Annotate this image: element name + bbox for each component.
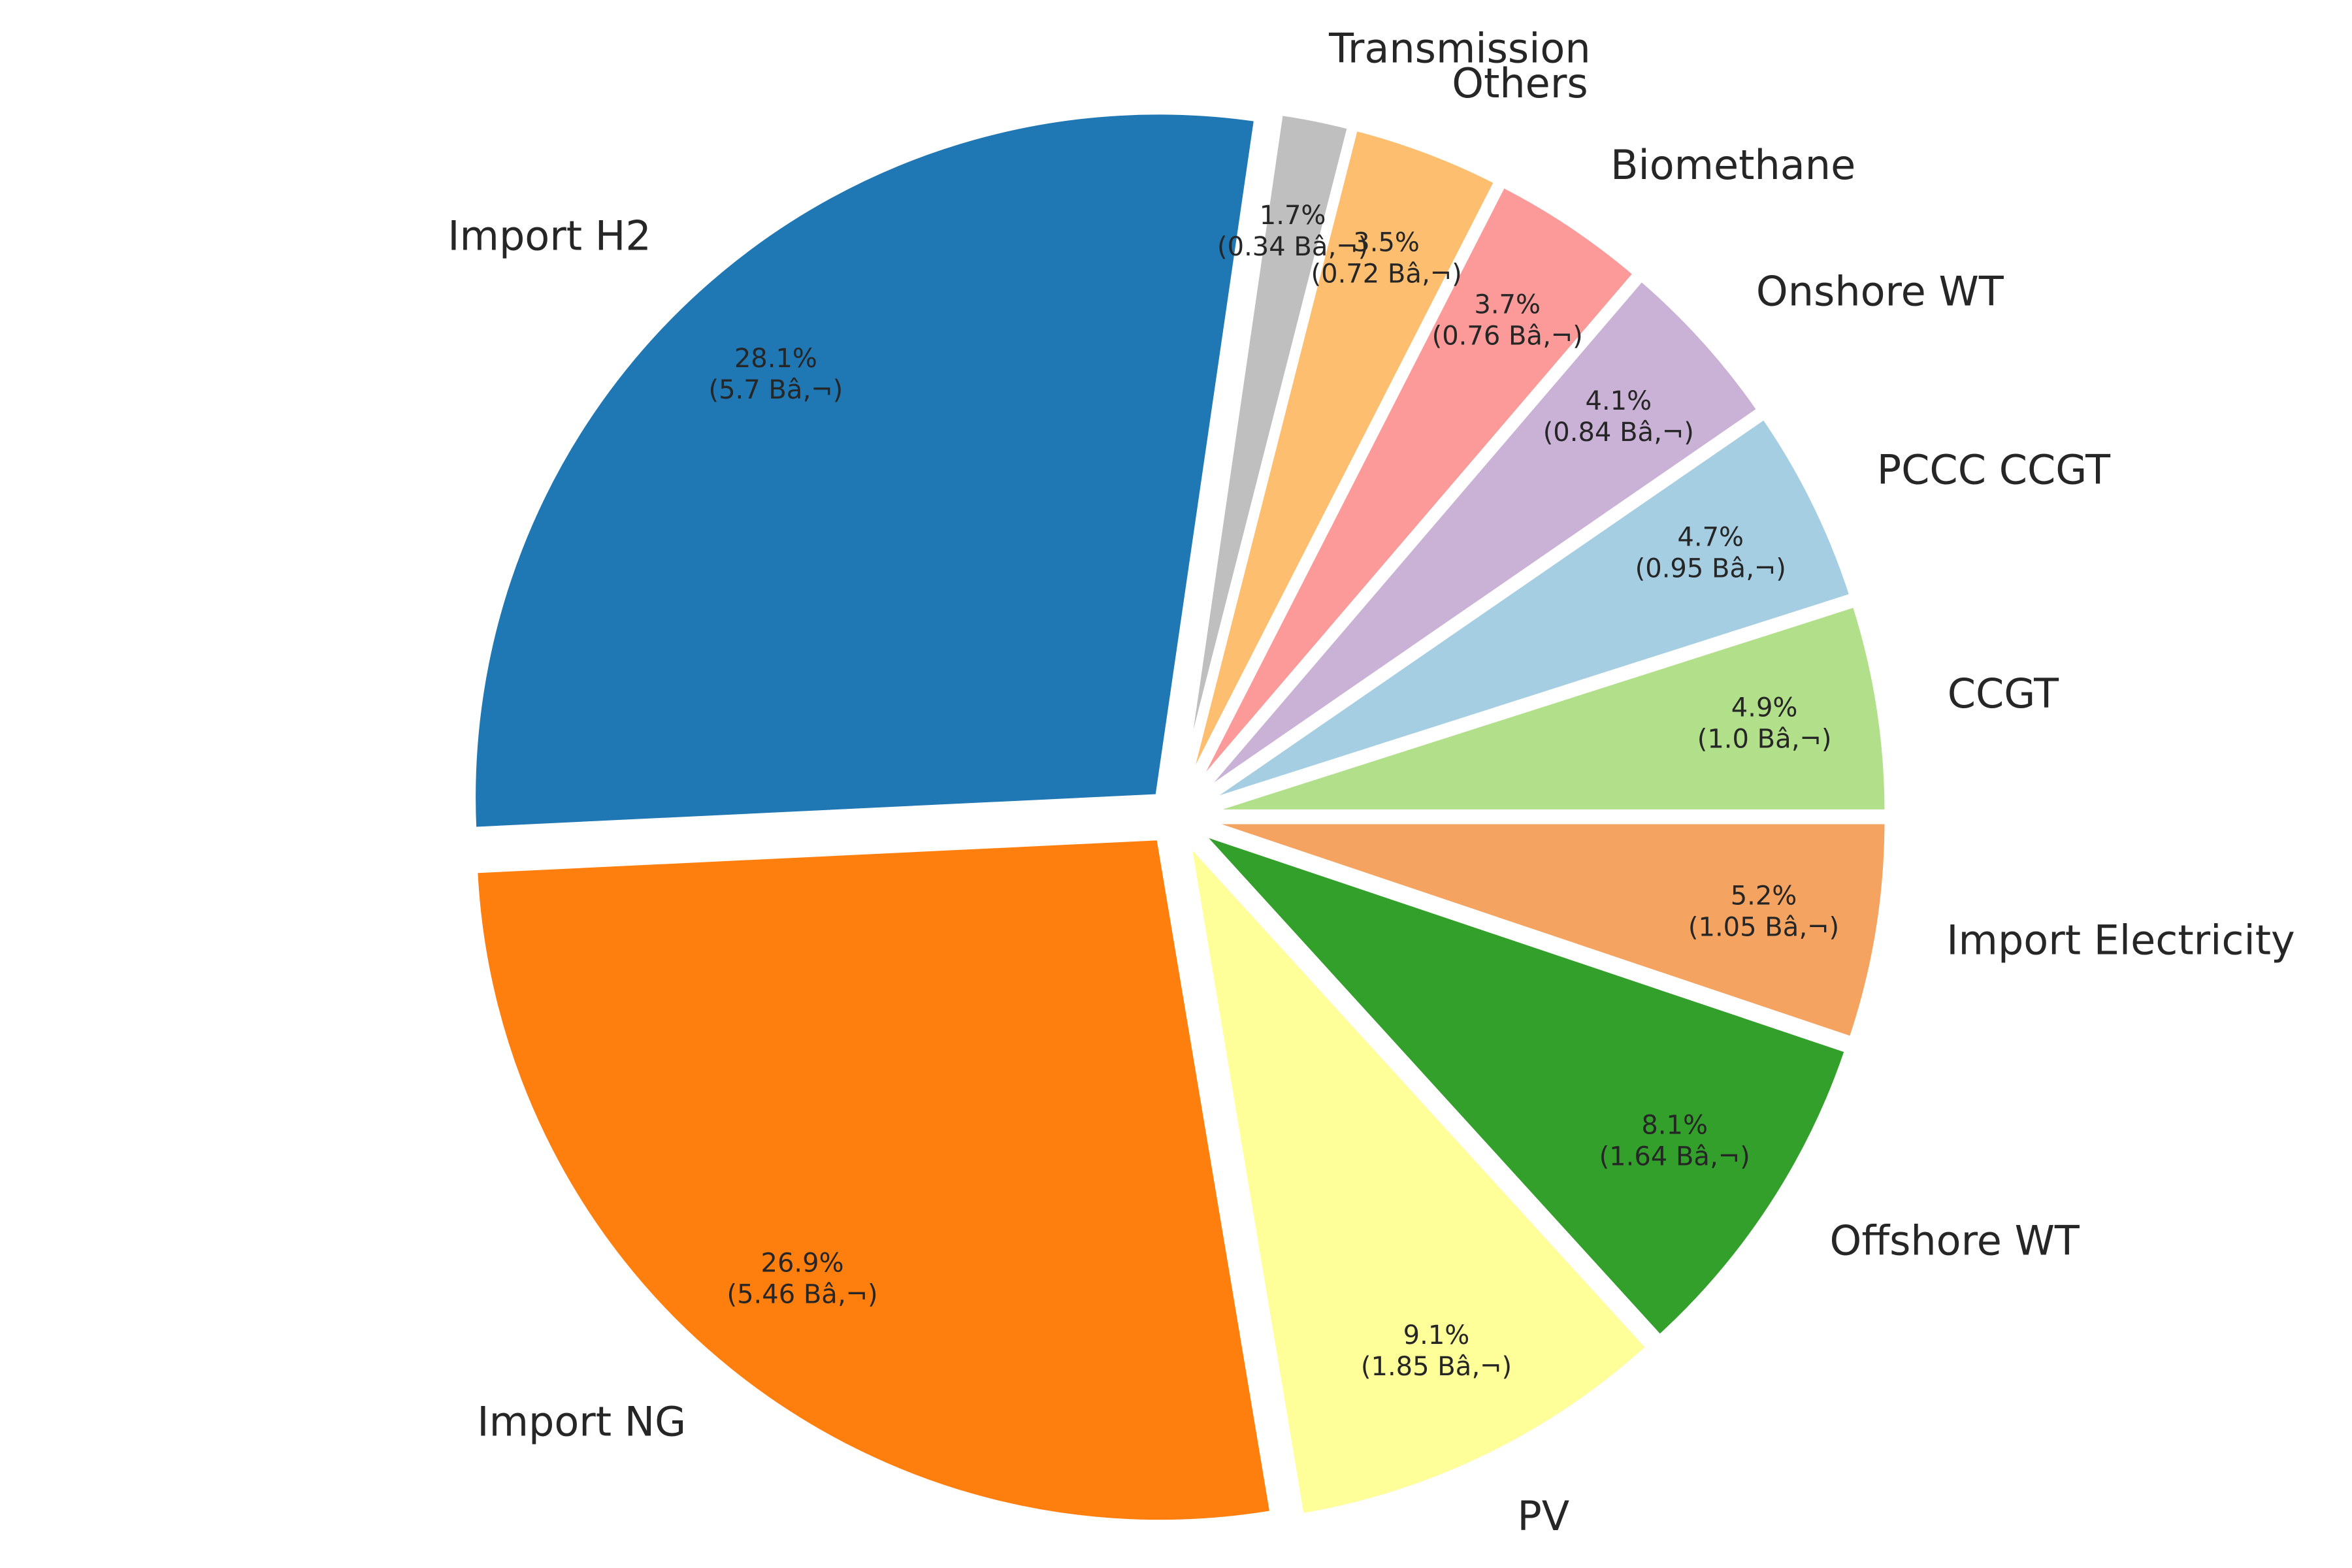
pie-slice-pccc-ccgt bbox=[1196, 412, 1857, 809]
pie-slices bbox=[469, 108, 1891, 1527]
slice-value-ccgt: (1.0 Bâ‚¬) bbox=[1697, 725, 1832, 755]
slice-percent-import-electricity: 5.2% bbox=[1731, 881, 1797, 911]
slice-percent-pv: 9.1% bbox=[1403, 1320, 1470, 1350]
pie-slice-transmission bbox=[1177, 108, 1354, 794]
slice-percent-onshore-wt: 4.1% bbox=[1585, 386, 1652, 416]
slice-percent-transmission: 1.7% bbox=[1260, 201, 1326, 231]
slice-percent-import-ng: 26.9% bbox=[761, 1249, 844, 1279]
slice-value-import-electricity: (1.05 Bâ‚¬) bbox=[1688, 912, 1839, 942]
slice-percent-biomethane: 3.7% bbox=[1474, 290, 1541, 320]
pie-slice-ccgt bbox=[1198, 600, 1891, 816]
slice-value-transmission: (0.34 Bâ‚¬) bbox=[1217, 232, 1368, 262]
slice-label-transmission: Transmission bbox=[1328, 24, 1591, 72]
slice-label-pccc-ccgt: PCCC CCGT bbox=[1877, 446, 2111, 494]
slice-value-offshore-wt: (1.64 Bâ‚¬) bbox=[1599, 1141, 1750, 1171]
slice-percent-pccc-ccgt: 4.7% bbox=[1677, 522, 1744, 552]
slice-label-onshore-wt: Onshore WT bbox=[1756, 267, 2004, 315]
pie-slice-offshore-wt bbox=[1194, 827, 1852, 1342]
pie-slice-import-ng bbox=[471, 834, 1277, 1527]
pie-slice-import-h2 bbox=[469, 108, 1261, 834]
slice-label-others: Others bbox=[1452, 59, 1588, 107]
pie-slice-biomethane bbox=[1187, 180, 1640, 798]
slice-percent-import-h2: 28.1% bbox=[734, 344, 817, 374]
pie-slice-import-electricity bbox=[1198, 817, 1891, 1043]
pie-labels: CCGT 4.9%(1.0 Bâ‚¬) PCCC CCGT 4.7%(0.95 Bâ‚… bbox=[448, 24, 2295, 1540]
slice-value-import-h2: (5.7 Bâ‚¬) bbox=[709, 375, 843, 405]
slice-label-import-electricity: Import Electricity bbox=[1946, 916, 2295, 964]
pie-slice-pv bbox=[1184, 836, 1653, 1520]
slice-label-biomethane: Biomethane bbox=[1610, 141, 1855, 189]
slice-label-import-ng: Import NG bbox=[477, 1398, 686, 1446]
slice-label-offshore-wt: Offshore WT bbox=[1830, 1217, 2080, 1264]
slice-value-pv: (1.85 Bâ‚¬) bbox=[1361, 1352, 1512, 1382]
slice-value-pccc-ccgt: (0.95 Bâ‚¬) bbox=[1635, 553, 1786, 583]
slice-value-import-ng: (5.46 Bâ‚¬) bbox=[727, 1280, 877, 1310]
slice-value-others: (0.72 Bâ‚¬) bbox=[1311, 259, 1462, 289]
slice-percent-others: 3.5% bbox=[1353, 227, 1420, 257]
slice-percent-offshore-wt: 8.1% bbox=[1641, 1110, 1708, 1140]
slice-label-pv: PV bbox=[1517, 1492, 1569, 1540]
slice-label-ccgt: CCGT bbox=[1948, 670, 2059, 717]
pie-slice-onshore-wt bbox=[1192, 274, 1764, 803]
slice-value-onshore-wt: (0.84 Bâ‚¬) bbox=[1543, 417, 1694, 448]
slice-percent-ccgt: 4.9% bbox=[1731, 693, 1798, 723]
slice-label-import-h2: Import H2 bbox=[448, 212, 651, 259]
slice-value-biomethane: (0.76 Bâ‚¬) bbox=[1432, 321, 1583, 351]
pie-slice-others bbox=[1182, 124, 1501, 796]
